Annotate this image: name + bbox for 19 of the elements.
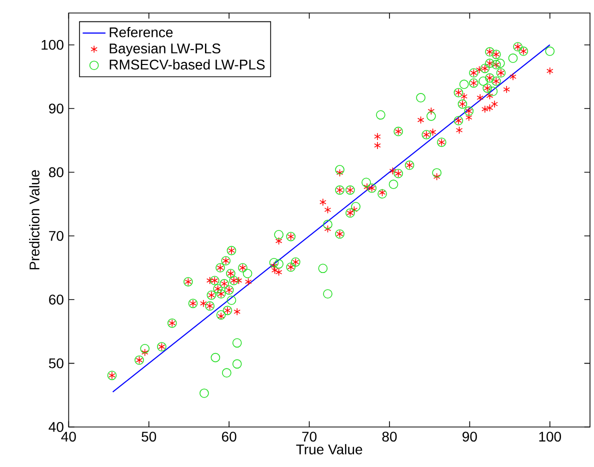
y-tick-label: 60 [49,294,64,305]
x-tick-label: 70 [302,432,317,442]
y-tick-label: 70 [49,230,64,241]
legend-label: Reference [110,27,173,38]
y-tick-label: 50 [48,358,64,368]
y-tick-label: 90 [49,104,64,114]
legend-label: RMSECV-based LW-PLS [110,59,265,70]
y-tick-label: 100 [42,40,64,50]
y-tick-label: 80 [48,167,64,178]
x-tick-label: 80 [382,432,397,442]
x-tick-label: 50 [142,432,156,442]
x-tick-label: 40 [61,432,76,442]
y-axis-title: Prediction Value [29,170,40,270]
y-tick-label: 40 [48,422,64,432]
x-tick-label: 60 [222,432,236,442]
x-tick-label: 100 [539,432,562,442]
legend-label: Bayesian LW-PLS [110,43,220,56]
x-tick-label: 90 [462,432,477,442]
x-axis-title: True Value [296,444,362,454]
